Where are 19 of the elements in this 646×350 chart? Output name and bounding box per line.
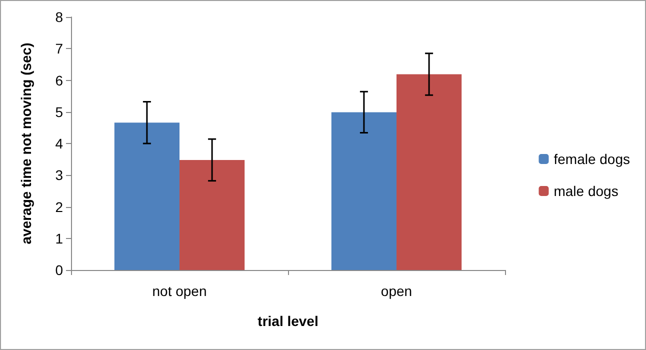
y-tick-label: 1 bbox=[55, 230, 64, 246]
legend-label: female dogs bbox=[554, 151, 630, 167]
bar bbox=[396, 74, 462, 270]
y-tick-label: 7 bbox=[55, 40, 64, 57]
bar bbox=[331, 112, 396, 270]
y-tick-label: 5 bbox=[55, 104, 64, 120]
x-tick-label: open bbox=[380, 283, 412, 299]
x-tick-label: not open bbox=[152, 283, 207, 299]
bar bbox=[180, 160, 245, 270]
y-tick-label: 0 bbox=[55, 262, 64, 278]
x-axis-title: trial level bbox=[258, 313, 318, 329]
y-tick-label: 3 bbox=[55, 167, 64, 184]
legend-label: male dogs bbox=[554, 183, 618, 199]
y-tick-label: 6 bbox=[55, 72, 64, 88]
y-axis-title: average time not moving (sec) bbox=[18, 42, 34, 244]
y-tick-label: 4 bbox=[55, 136, 64, 152]
y-tick-label: 8 bbox=[55, 9, 64, 25]
bar bbox=[114, 122, 180, 270]
y-tick-label: 2 bbox=[55, 198, 64, 215]
